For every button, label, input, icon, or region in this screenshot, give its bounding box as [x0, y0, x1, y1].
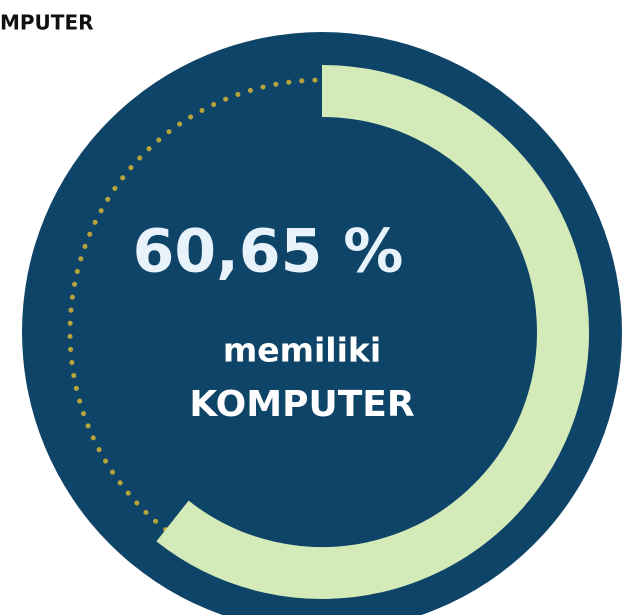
background-circle: [22, 32, 622, 615]
gauge-arc: [156, 65, 589, 599]
value-label: 60,65 %: [133, 217, 404, 287]
annotation: KOMPUTER: [189, 384, 414, 425]
chart-title: MPUTER: [0, 11, 94, 35]
annotation: memiliki: [223, 331, 381, 370]
